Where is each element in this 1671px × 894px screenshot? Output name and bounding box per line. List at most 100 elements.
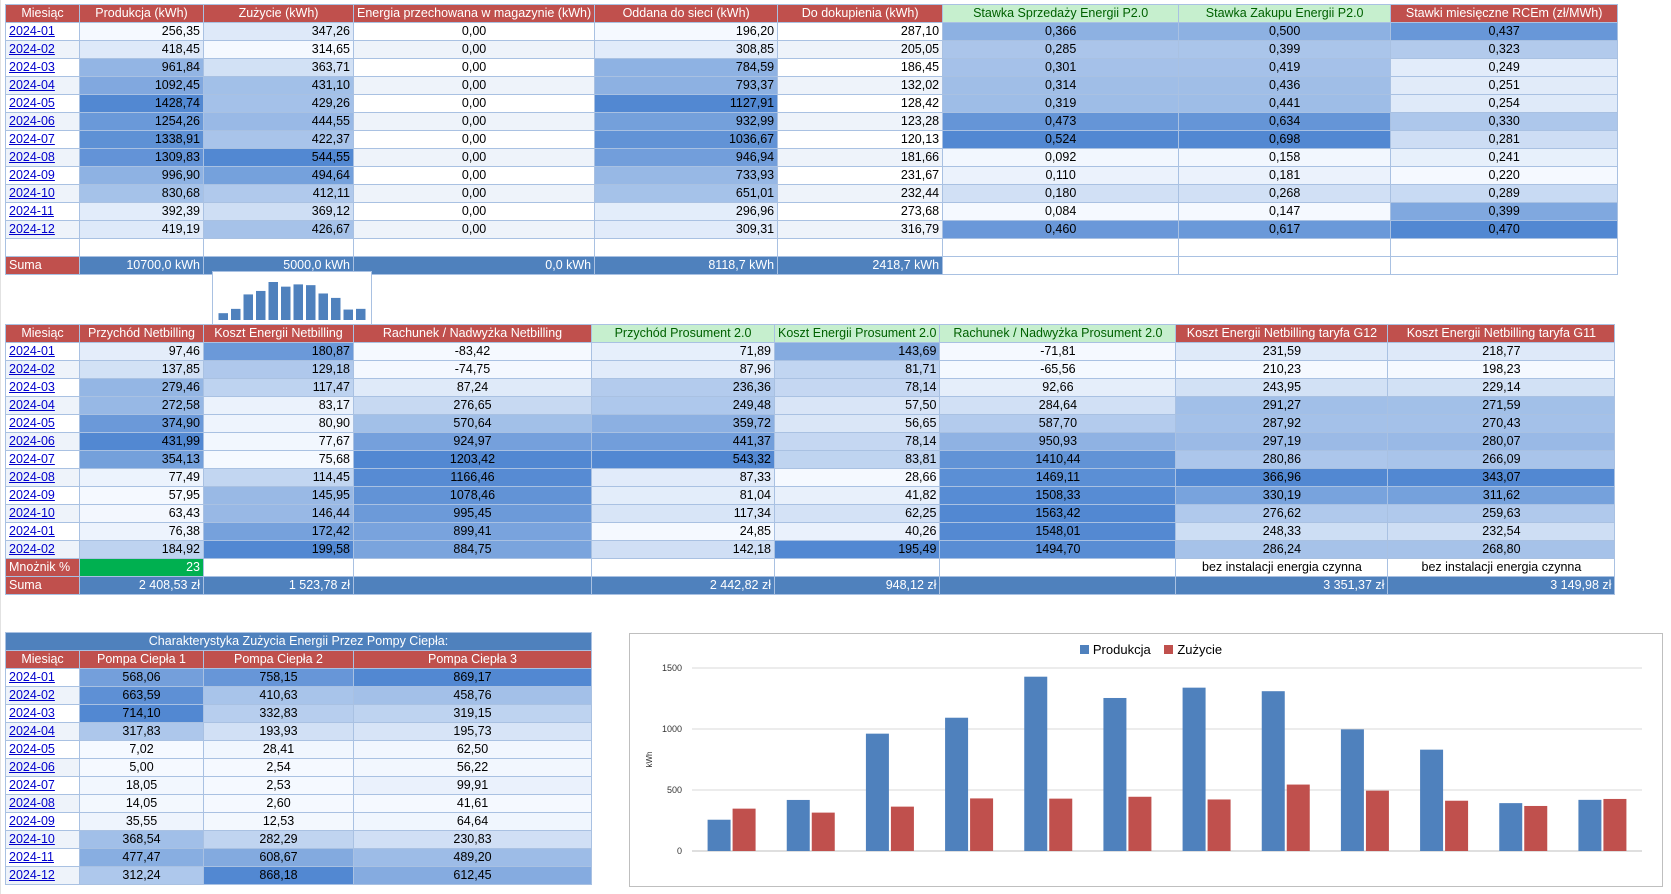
month-link[interactable]: 2024-07 bbox=[5, 130, 80, 149]
data-cell: 291,27 bbox=[1175, 396, 1389, 415]
data-cell: 231,59 bbox=[1175, 342, 1389, 361]
sum-label: Suma bbox=[5, 256, 80, 275]
month-link[interactable]: 2024-01 bbox=[5, 522, 80, 541]
month-link[interactable]: 2024-04 bbox=[5, 76, 80, 95]
month-link[interactable]: 2024-10 bbox=[5, 184, 80, 203]
data-cell: 544,55 bbox=[203, 148, 354, 167]
data-cell: 287,92 bbox=[1175, 414, 1389, 433]
month-link[interactable]: 2024-03 bbox=[5, 704, 80, 723]
month-link[interactable]: 2024-08 bbox=[5, 468, 80, 487]
data-cell: 271,59 bbox=[1387, 396, 1616, 415]
bar-produkcja bbox=[707, 819, 731, 851]
month-link[interactable]: 2024-10 bbox=[5, 504, 80, 523]
month-link[interactable]: 2024-09 bbox=[5, 166, 80, 185]
data-cell: 0,00 bbox=[352, 22, 596, 41]
month-link[interactable]: 2024-07 bbox=[5, 776, 80, 795]
data-cell: 1469,11 bbox=[939, 468, 1177, 487]
data-cell: 2,54 bbox=[203, 758, 354, 777]
data-cell: 587,70 bbox=[939, 414, 1177, 433]
data-cell: 359,72 bbox=[591, 414, 775, 433]
table-row: 2024-02 418,45 314,65 0,00 308,85 205,05 0,285… bbox=[5, 40, 1619, 59]
empty-cell bbox=[773, 558, 941, 577]
data-cell: 543,32 bbox=[591, 450, 775, 469]
data-cell: 280,07 bbox=[1387, 432, 1616, 451]
data-cell: 0,268 bbox=[1178, 184, 1392, 203]
bar-produkcja bbox=[1182, 687, 1206, 851]
month-link[interactable]: 2024-06 bbox=[5, 758, 80, 777]
data-cell: 0,500 bbox=[1178, 22, 1392, 41]
month-link[interactable]: 2024-12 bbox=[5, 866, 80, 885]
bar-zuzycie bbox=[1365, 790, 1389, 851]
data-cell: 280,86 bbox=[1175, 450, 1389, 469]
month-link[interactable]: 2024-02 bbox=[5, 40, 80, 59]
month-link[interactable]: 2024-02 bbox=[5, 686, 80, 705]
month-link[interactable]: 2024-05 bbox=[5, 740, 80, 759]
month-link[interactable]: 2024-09 bbox=[5, 812, 80, 831]
table-row: 2024-06 5,00 2,54 56,22 bbox=[5, 758, 592, 777]
data-cell: 236,36 bbox=[591, 378, 775, 397]
month-link[interactable]: 2024-05 bbox=[5, 414, 80, 433]
bar-zuzycie bbox=[1524, 805, 1548, 851]
bar-zuzycie bbox=[890, 806, 914, 851]
month-link[interactable]: 2024-05 bbox=[5, 94, 80, 113]
empty-sum-cell bbox=[939, 576, 1177, 595]
month-link[interactable]: 2024-08 bbox=[5, 794, 80, 813]
empty-cell bbox=[5, 238, 80, 257]
data-cell: 418,45 bbox=[79, 40, 204, 59]
data-cell: 199,58 bbox=[203, 540, 354, 559]
data-cell: 172,42 bbox=[203, 522, 354, 541]
data-cell: 146,44 bbox=[203, 504, 354, 523]
data-cell: 87,96 bbox=[591, 360, 775, 379]
data-cell: 193,93 bbox=[203, 722, 354, 741]
month-link[interactable]: 2024-02 bbox=[5, 540, 80, 559]
data-cell: 0,00 bbox=[352, 184, 596, 203]
data-cell: 961,84 bbox=[79, 58, 204, 77]
data-cell: 1166,46 bbox=[353, 468, 592, 487]
empty-cell bbox=[353, 558, 592, 577]
bar-zuzycie bbox=[970, 798, 994, 851]
column-header: Rachunek / Nadwyżka Netbilling bbox=[353, 324, 592, 343]
data-cell: 205,05 bbox=[777, 40, 944, 59]
month-link[interactable]: 2024-08 bbox=[5, 148, 80, 167]
sum-value: 948,12 zł bbox=[773, 576, 941, 595]
data-cell: 793,37 bbox=[594, 76, 779, 95]
data-cell: 0,147 bbox=[1178, 202, 1392, 221]
month-link[interactable]: 2024-01 bbox=[5, 22, 80, 41]
multiplier-value[interactable]: 23 bbox=[79, 558, 204, 577]
month-link[interactable]: 2024-09 bbox=[5, 486, 80, 505]
data-cell: 145,95 bbox=[203, 486, 354, 505]
data-cell: 0,634 bbox=[1178, 112, 1392, 131]
table-row: 2024-05 374,90 80,90 570,64 359,72 56,65 587,7… bbox=[5, 414, 1616, 433]
data-cell: 317,83 bbox=[79, 722, 204, 741]
data-cell: 0,473 bbox=[942, 112, 1180, 131]
month-link[interactable]: 2024-07 bbox=[5, 450, 80, 469]
month-link[interactable]: 2024-10 bbox=[5, 830, 80, 849]
month-link[interactable]: 2024-06 bbox=[5, 432, 80, 451]
data-cell: 950,93 bbox=[939, 432, 1177, 451]
month-link[interactable]: 2024-02 bbox=[5, 360, 80, 379]
month-link[interactable]: 2024-11 bbox=[5, 202, 80, 221]
month-link[interactable]: 2024-01 bbox=[5, 342, 80, 361]
table-header-row: Miesiąc Pompa Ciepła 1 Pompa Ciepła 2 Pompa… bbox=[5, 650, 592, 669]
table-row: 2024-02 137,85 129,18 -74,75 87,96 81,71 -65,5… bbox=[5, 360, 1616, 379]
data-cell: 392,39 bbox=[79, 202, 204, 221]
data-cell: 256,35 bbox=[79, 22, 204, 41]
data-cell: 0,281 bbox=[1390, 130, 1619, 149]
month-link[interactable]: 2024-03 bbox=[5, 378, 80, 397]
bar-zuzycie bbox=[1049, 798, 1073, 851]
month-link[interactable]: 2024-03 bbox=[5, 58, 80, 77]
table-row: 2024-11 477,47 608,67 489,20 bbox=[5, 848, 592, 867]
data-cell: 77,49 bbox=[79, 468, 204, 487]
month-link[interactable]: 2024-04 bbox=[5, 722, 80, 741]
data-cell: 80,90 bbox=[203, 414, 354, 433]
month-link[interactable]: 2024-04 bbox=[5, 396, 80, 415]
month-link[interactable]: 2024-11 bbox=[5, 848, 80, 867]
energy-table: Miesiąc Produkcja (kWh) Zużycie (kWh) Energ… bbox=[5, 4, 1619, 275]
bar-produkcja bbox=[1261, 691, 1285, 851]
month-link[interactable]: 2024-06 bbox=[5, 112, 80, 131]
table-row: 2024-01 256,35 347,26 0,00 196,20 287,10 0,366… bbox=[5, 22, 1619, 41]
month-link[interactable]: 2024-01 bbox=[5, 668, 80, 687]
month-link[interactable]: 2024-12 bbox=[5, 220, 80, 239]
sparkline-chart bbox=[212, 271, 372, 325]
bar-produkcja bbox=[865, 733, 889, 851]
